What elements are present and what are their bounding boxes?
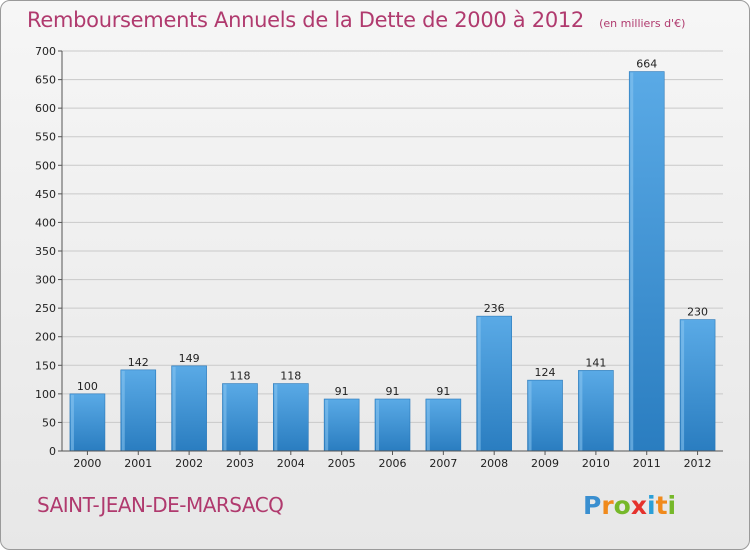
x-tick-label: 2011 [633,457,661,470]
y-tick-label: 500 [35,159,56,172]
bar-highlight [426,400,430,451]
x-tick-label: 2002 [175,457,203,470]
bar-highlight [121,370,125,451]
x-tick-label: 2000 [73,457,101,470]
x-tick-label: 2005 [328,457,356,470]
bar [171,365,207,452]
proxiti-logo: Proxiti [583,491,676,520]
bar [679,319,716,452]
x-tick-label: 2008 [480,457,508,470]
logo-letter: x [630,491,647,520]
y-tick-label: 50 [42,416,56,429]
bar-value-label: 124 [535,366,556,379]
logo-letter: o [613,491,631,520]
y-tick-label: 550 [35,131,56,144]
chart-subtitle: (en milliers d'€) [599,17,686,30]
bar-value-label: 91 [335,385,349,398]
axes [58,50,723,455]
bar [323,398,360,452]
x-tick-label: 2007 [429,457,457,470]
y-tick-label: 450 [35,188,56,201]
chart-title: Remboursements Annuels de la Dette de 20… [27,8,584,32]
x-tick-label: 2010 [582,457,610,470]
x-tick-label: 2006 [379,457,407,470]
logo-letter: i [647,491,656,520]
title-row: Remboursements Annuels de la Dette de 20… [27,8,685,32]
bar-value-label: 142 [128,356,149,369]
y-tick-label: 300 [35,274,56,287]
bar-highlight [274,384,278,451]
bar-value-label: 664 [636,58,657,71]
y-tick-label: 600 [35,102,56,115]
bar [120,369,157,452]
bar-value-label: 100 [77,380,98,393]
commune-name: SAINT-JEAN-DE-MARSACQ [37,493,284,517]
bar-value-label: 141 [585,356,606,369]
bar [578,370,614,452]
y-tick-label: 400 [35,216,56,229]
bar-highlight [223,384,227,451]
bar-highlight [579,371,583,451]
bar-value-label: 91 [436,385,450,398]
bar-value-label: 118 [229,370,250,383]
bar-value-label: 236 [484,302,505,315]
bar [374,398,411,452]
bar-highlight [528,381,532,451]
logo-letter: t [655,491,668,520]
x-tick-label: 2004 [277,457,305,470]
bar-highlight [376,400,379,451]
y-tick-label: 650 [35,74,56,87]
x-tick-label: 2003 [226,457,254,470]
bar-value-label: 118 [280,370,301,383]
x-tick-label: 2009 [531,457,559,470]
bar-highlight [630,72,634,452]
y-tick-label: 200 [35,331,56,344]
x-tick-label: 2001 [124,457,152,470]
bar-highlight [172,366,176,451]
bar [425,398,462,452]
bars [69,71,716,452]
y-tick-label: 150 [35,359,56,372]
y-tick-label: 350 [35,245,56,258]
y-tick-label: 700 [35,45,56,58]
bar-value-label: 91 [386,385,400,398]
logo-letter: i [667,491,677,520]
logo-letter: P [583,491,602,520]
y-tick-label: 100 [35,388,56,401]
bar [527,379,563,452]
bar [273,383,309,452]
labels: 0 50 100 150 200 250 300 350 400 450 500 550 600 650 7… [35,45,712,470]
logo-letter: r [601,491,614,520]
bar-value-label: 149 [179,352,200,365]
bar [69,393,106,452]
bar-highlight [681,320,685,451]
bar-highlight [70,394,74,451]
y-tick-label: 250 [35,302,56,315]
y-tick-label: 0 [49,445,56,458]
bar-value-label: 230 [687,306,708,319]
x-tick-label: 2012 [684,457,712,470]
bar [222,383,258,452]
bar [476,315,512,452]
bar [628,71,665,452]
bar-highlight [325,400,329,451]
bar-highlight [477,317,481,451]
